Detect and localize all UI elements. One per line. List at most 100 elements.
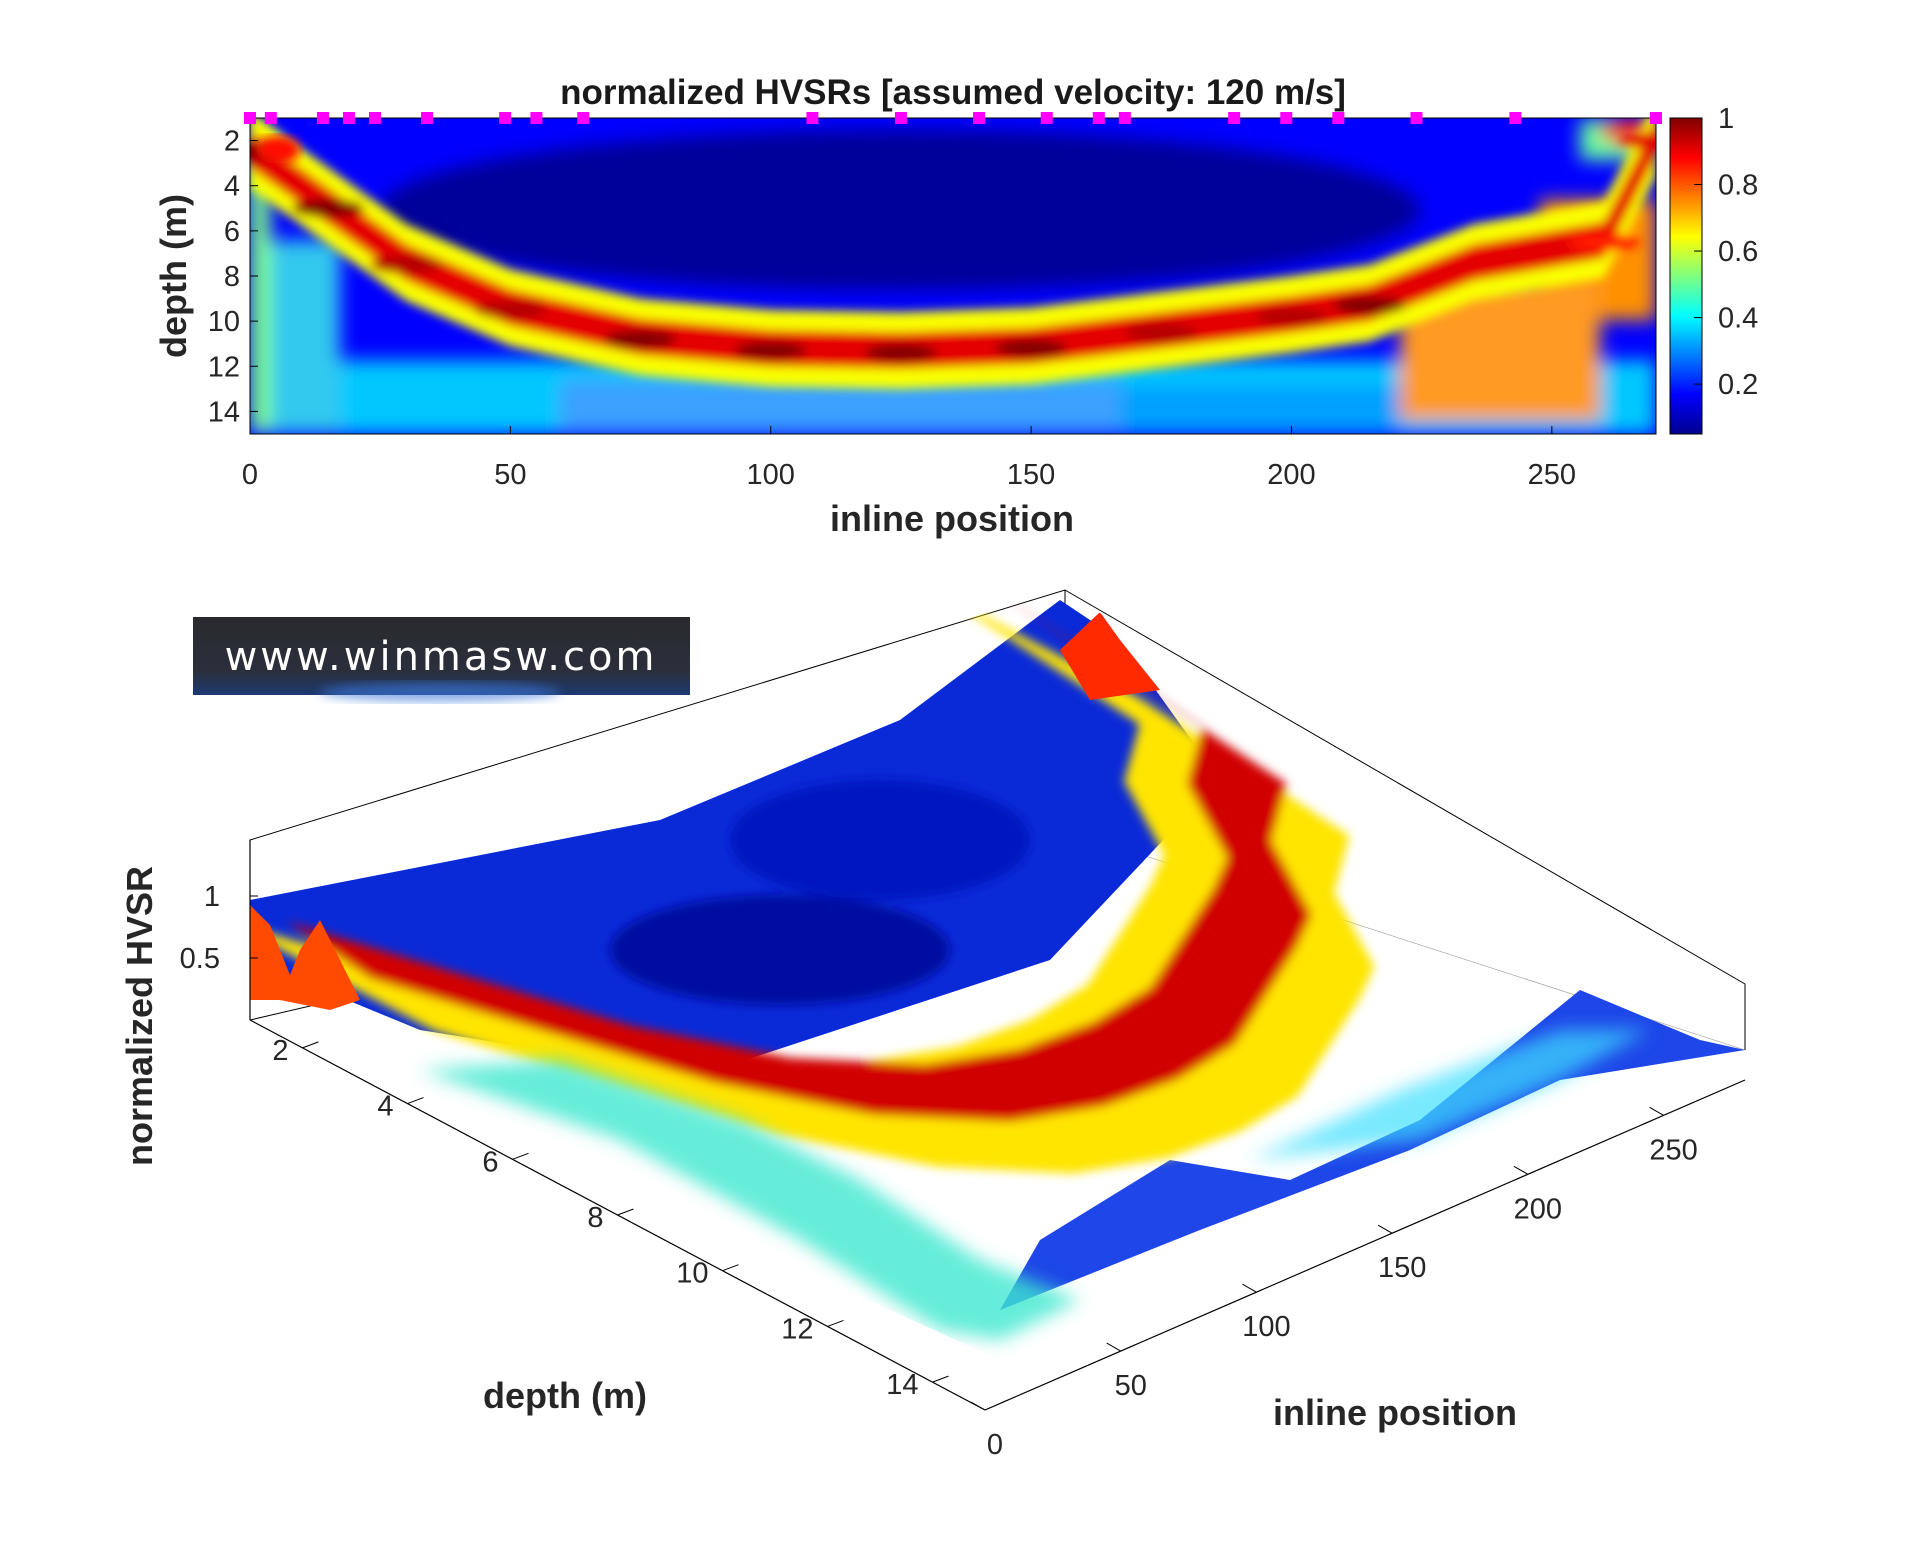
measurement-point (1410, 112, 1423, 124)
depth-tick-label: 6 (482, 1146, 498, 1178)
peak-mark (1620, 131, 1656, 150)
depth-tick-mark (932, 1375, 949, 1383)
peak-mark (474, 300, 547, 319)
surface-corner-peak (1060, 612, 1160, 700)
position-tick-mark (1377, 1224, 1393, 1234)
measurement-point (368, 112, 381, 124)
peak-mark (1255, 307, 1328, 326)
y-tick-label: 8 (224, 261, 240, 293)
surface-z-ticks: 0.51 (180, 881, 258, 975)
measurement-point (264, 112, 277, 124)
peak-mark (1333, 296, 1406, 315)
heatmap-y-ticks: 2 4 6 8 10 12 14 (208, 126, 258, 428)
colorbar-tick-label: 0.8 (1718, 170, 1758, 202)
colorbar-ticks: 0.2 0.4 0.6 0.8 1 (1694, 103, 1758, 401)
depth-tick-label: 8 (587, 1202, 603, 1234)
x-tick-label: 100 (747, 459, 795, 491)
colorbar-tick-label: 0.2 (1718, 369, 1758, 401)
measurement-point (530, 112, 543, 124)
heatmap-x-label: inline position (830, 498, 1074, 539)
position-tick-label: 250 (1649, 1134, 1697, 1166)
x-tick-label: 250 (1528, 459, 1576, 491)
heatmap-x-ticks: 0 50 100 150 200 250 (242, 426, 1576, 491)
measurement-point (1332, 112, 1345, 124)
surface-position-ticks: 0 50 100 150 200 250 (970, 1106, 1698, 1461)
depth-tick-label: 14 (886, 1369, 918, 1401)
position-tick-mark (1513, 1165, 1529, 1175)
colorbar-tick-label: 0.4 (1718, 303, 1758, 335)
measurement-point (806, 112, 819, 124)
position-tick-mark (1649, 1106, 1664, 1116)
y-tick-label: 14 (208, 396, 240, 428)
measurement-point (316, 112, 329, 124)
heatmap-shallow-peak (256, 136, 300, 164)
measurement-point (894, 112, 907, 124)
peak-mark (370, 255, 443, 274)
colorbar: 0.2 0.4 0.6 0.8 1 (1669, 103, 1758, 435)
heatmap-peak-band (250, 118, 1656, 389)
y-tick-label: 4 (224, 171, 240, 203)
peak-mark (604, 330, 677, 349)
measurement-point (1509, 112, 1522, 124)
measurement-point (342, 112, 355, 124)
depth-tick-mark (407, 1097, 424, 1105)
surface-position-axis (984, 1079, 1746, 1411)
surface-position-label: inline position (1273, 1392, 1517, 1433)
position-tick-mark (1106, 1342, 1121, 1352)
measurement-point (1650, 112, 1662, 124)
measurement-point (244, 112, 256, 124)
peak-mark (864, 343, 937, 362)
peak-mark (734, 341, 807, 360)
peak-mark (1125, 323, 1198, 342)
watermark-banner: www.winmasw.com (193, 617, 690, 702)
measurement-point (421, 112, 434, 124)
y-tick-label: 12 (208, 351, 240, 383)
measurement-point (1040, 112, 1053, 124)
depth-tick-mark (722, 1264, 739, 1272)
watermark-glow (320, 682, 560, 702)
depth-tick-mark (617, 1208, 634, 1216)
x-tick-label: 0 (242, 459, 258, 491)
position-tick-label: 100 (1242, 1311, 1290, 1343)
depth-tick-label: 2 (272, 1035, 288, 1067)
y-tick-label: 2 (224, 126, 240, 158)
depth-tick-mark (827, 1319, 844, 1327)
position-tick-mark (1242, 1283, 1257, 1293)
position-tick-label: 50 (1115, 1370, 1147, 1402)
surface-mesh (250, 590, 1745, 1340)
depth-tick-label: 10 (676, 1258, 708, 1290)
x-tick-label: 200 (1267, 459, 1315, 491)
z-tick-label: 0.5 (180, 943, 220, 975)
surface-ridge (250, 590, 1375, 1174)
peak-mark (1567, 233, 1640, 252)
measurement-point (1092, 112, 1105, 124)
colorbar-tick-label: 1 (1718, 103, 1734, 135)
heatmap-field (250, 120, 1656, 434)
measurement-point (499, 112, 512, 124)
measurement-point (1118, 112, 1131, 124)
depth-tick-mark (512, 1152, 529, 1160)
depth-tick-label: 12 (781, 1313, 813, 1345)
y-tick-label: 10 (208, 306, 240, 338)
measurement-point (1228, 112, 1241, 124)
peak-mark (1437, 255, 1510, 274)
measurement-point (1280, 112, 1293, 124)
surface-depth-label: depth (m) (483, 1375, 647, 1416)
heatmap-plot-area (249, 117, 1657, 435)
heatmap-y-label: depth (m) (153, 194, 194, 358)
peak-band-core (250, 120, 1656, 369)
y-tick-label: 6 (224, 216, 240, 248)
measurement-point (973, 112, 986, 124)
colorbar-tick-label: 0.6 (1718, 236, 1758, 268)
watermark-text: www.winmasw.com (225, 634, 658, 680)
peak-mark (292, 199, 365, 218)
surface-box-back-right (1064, 589, 1746, 1050)
position-tick-mark (970, 1401, 986, 1411)
measurement-points (244, 112, 1662, 124)
z-tick-label: 1 (204, 881, 220, 913)
colorbar-gradient (1669, 117, 1703, 435)
surface-z-label: normalized HVSR (119, 866, 160, 1166)
depth-tick-mark (302, 1041, 319, 1049)
